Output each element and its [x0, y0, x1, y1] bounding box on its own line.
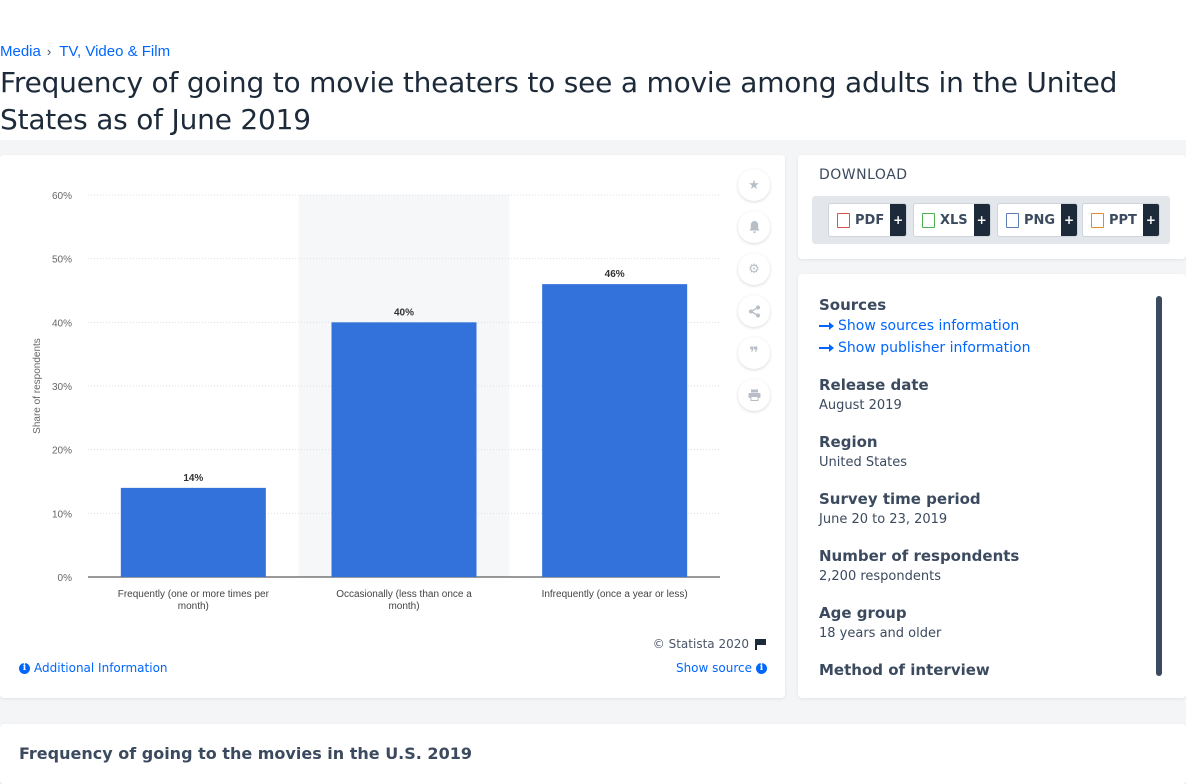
chevron-right-icon: › — [46, 44, 52, 59]
ppt-file-icon — [1091, 212, 1104, 228]
breadcrumb: Media › TV, Video & Film — [0, 43, 170, 60]
additional-info-link[interactable]: i Additional Information — [19, 661, 168, 675]
download-ppt-button[interactable]: PPT + — [1082, 203, 1160, 237]
y-axis-label: Share of respondents — [32, 338, 43, 434]
info-icon: i — [19, 662, 30, 674]
region-value: United States — [819, 455, 908, 470]
bar — [120, 487, 266, 577]
share-icon — [748, 305, 760, 317]
y-tick-label: 20% — [52, 446, 72, 457]
download-png-button[interactable]: PNG + — [997, 203, 1079, 237]
respondents-value: 2,200 respondents — [819, 569, 941, 584]
notify-button[interactable] — [738, 211, 770, 243]
survey-period-label: Survey time period — [819, 490, 981, 508]
x-tick-label: Occasionally (less than once a month) — [336, 589, 472, 612]
release-date-label: Release date — [819, 376, 929, 394]
chart-toolbar: ★ ⚙ ❞ — [738, 169, 772, 421]
x-tick-label: Infrequently (once a year or less) — [542, 589, 688, 600]
quote-icon: ❞ — [749, 345, 759, 362]
plus-icon: + — [1142, 204, 1159, 236]
age-group-value: 18 years and older — [819, 626, 942, 641]
copyright: © Statista 2020 — [653, 637, 767, 651]
statistic-info: Sources Show sources information Show pu… — [819, 296, 1149, 679]
share-button[interactable] — [738, 295, 770, 327]
arrow-right-icon — [819, 344, 834, 352]
star-icon: ★ — [748, 177, 760, 192]
survey-period-value: June 20 to 23, 2019 — [819, 512, 948, 527]
download-xls-button[interactable]: XLS + — [913, 203, 991, 237]
copyright-text: © Statista 2020 — [652, 637, 749, 651]
data-label: 40% — [394, 307, 414, 318]
bar-chart: 0% 10% 20% 30% 40% 50% 60% Share of respondents… — [32, 191, 720, 612]
xls-label: XLS — [940, 212, 968, 228]
show-source-link[interactable]: Show source i — [676, 661, 767, 675]
region-label: Region — [819, 433, 878, 451]
download-pdf-button[interactable]: PDF + — [828, 203, 908, 237]
print-button[interactable] — [738, 379, 770, 411]
data-label: 46% — [605, 269, 625, 280]
sources-label: Sources — [819, 296, 887, 314]
bar — [331, 322, 477, 577]
favorite-button[interactable]: ★ — [738, 169, 770, 201]
header-area — [0, 0, 1186, 140]
breadcrumb-tv-video-film[interactable]: TV, Video & Film — [59, 43, 171, 60]
data-label: 14% — [183, 473, 203, 484]
settings-button[interactable]: ⚙ — [738, 253, 770, 285]
y-tick-label: 0% — [58, 573, 73, 584]
info-icon: i — [756, 662, 767, 674]
flag-icon[interactable] — [755, 638, 767, 650]
breadcrumb-media[interactable]: Media — [0, 43, 41, 60]
png-label: PNG — [1024, 212, 1056, 228]
related-statistic-title[interactable]: Frequency of going to the movies in the … — [19, 744, 472, 763]
gear-icon: ⚙ — [748, 261, 760, 276]
arrow-right-icon — [819, 322, 834, 330]
show-publisher-label: Show publisher information — [838, 340, 1031, 356]
age-group-label: Age group — [819, 604, 907, 622]
additional-info-label: Additional Information — [34, 661, 168, 675]
y-tick-label: 10% — [52, 509, 72, 520]
download-card: DOWNLOAD PDF + XLS + PNG + PPT + — [798, 155, 1186, 259]
page-title: Frequency of going to movie theaters to … — [0, 66, 1118, 136]
y-tick-label: 60% — [52, 191, 72, 202]
release-date-value: August 2019 — [819, 398, 902, 413]
pdf-label: PDF — [855, 212, 885, 228]
ppt-label: PPT — [1109, 212, 1137, 228]
info-scrollbar[interactable] — [1156, 296, 1162, 676]
statistic-info-card: Sources Show sources information Show pu… — [798, 274, 1186, 698]
respondents-label: Number of respondents — [819, 547, 1020, 565]
xls-file-icon — [922, 212, 935, 228]
related-statistic-card: Frequency of going to the movies in the … — [0, 724, 1186, 784]
show-source-label: Show source — [675, 661, 752, 675]
chart-card: 0% 10% 20% 30% 40% 50% 60% Share of respondents… — [0, 155, 785, 698]
bell-icon — [748, 221, 760, 233]
show-sources-label: Show sources information — [838, 318, 1020, 334]
print-icon — [748, 389, 760, 401]
y-tick-label: 50% — [52, 255, 72, 266]
plus-icon: + — [890, 204, 907, 236]
y-tick-label: 40% — [52, 318, 72, 329]
plus-icon: + — [973, 204, 990, 236]
png-file-icon — [1006, 212, 1019, 228]
x-tick-label: Frequently (one or more times per month) — [118, 589, 270, 612]
y-tick-label: 30% — [52, 382, 72, 393]
download-bar: PDF + XLS + PNG + PPT + — [812, 196, 1170, 244]
pdf-file-icon — [837, 212, 850, 228]
show-sources-link[interactable]: Show sources information — [819, 318, 1149, 334]
plus-icon: + — [1061, 204, 1078, 236]
download-title: DOWNLOAD — [819, 167, 908, 183]
method-label: Method of interview — [819, 661, 990, 679]
show-publisher-link[interactable]: Show publisher information — [819, 340, 1149, 356]
bar — [542, 284, 688, 577]
cite-button[interactable]: ❞ — [738, 337, 770, 369]
